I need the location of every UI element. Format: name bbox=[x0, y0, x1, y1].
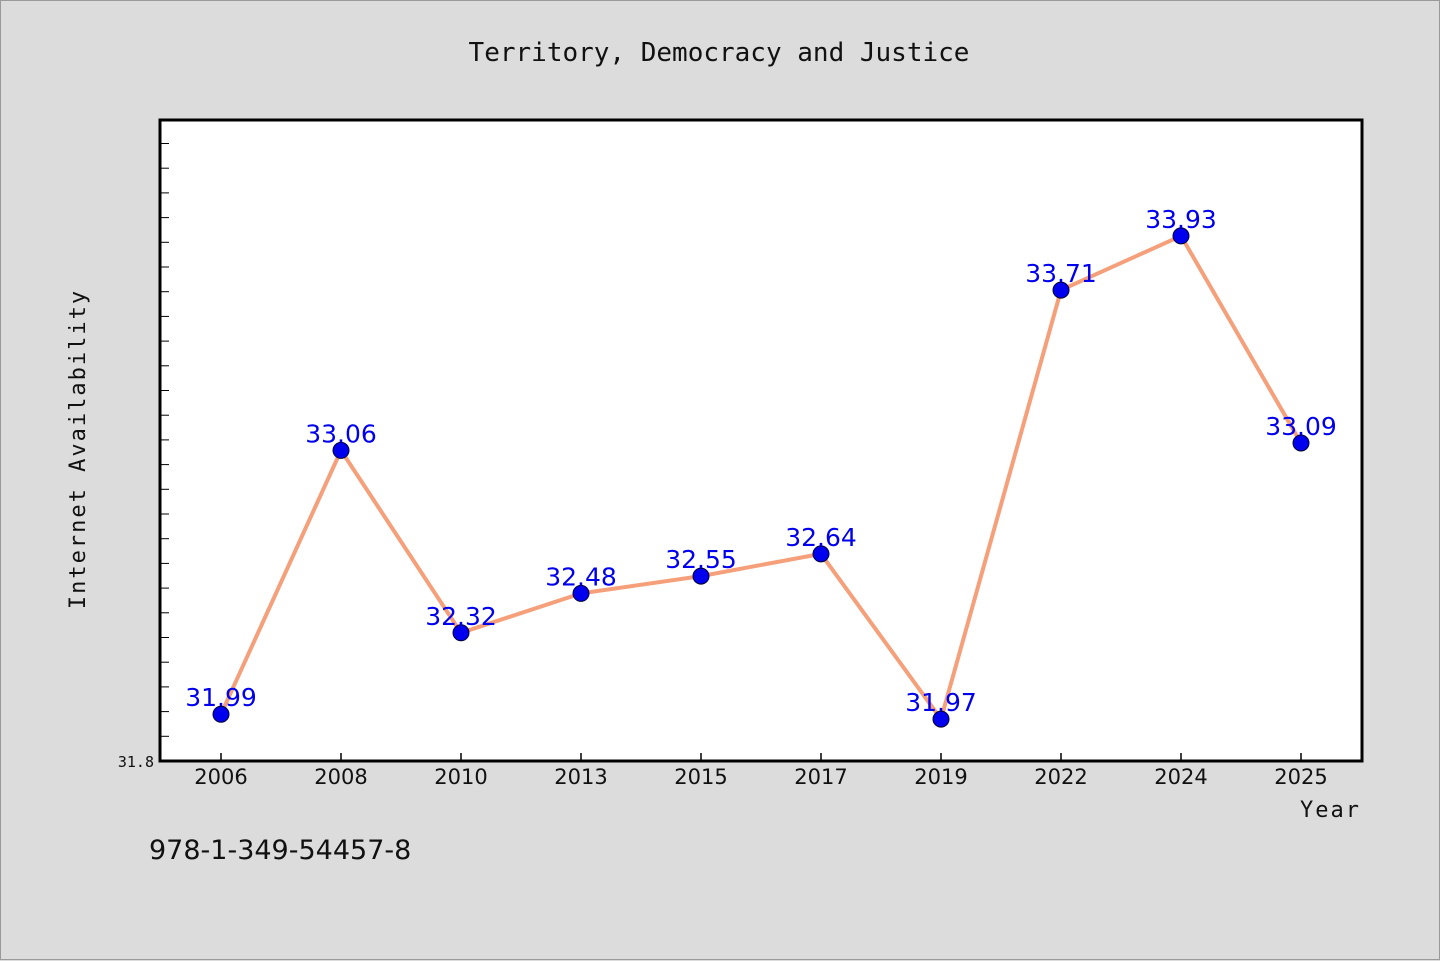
data-point bbox=[932, 710, 950, 728]
data-label: 33.71 bbox=[1025, 259, 1097, 288]
data-label: 32.55 bbox=[665, 545, 737, 574]
data-point bbox=[692, 567, 710, 585]
data-point bbox=[452, 624, 470, 642]
isbn-footer: 978-1-349-54457-8 bbox=[149, 835, 412, 866]
x-tick-label: 2019 bbox=[914, 765, 967, 789]
data-label: 33.09 bbox=[1265, 412, 1337, 441]
x-tick-label: 2013 bbox=[554, 765, 607, 789]
y-axis-title: Internet Availability bbox=[66, 289, 91, 609]
data-point bbox=[1172, 227, 1190, 245]
data-label: 32.48 bbox=[545, 562, 617, 591]
data-label: 33.06 bbox=[305, 419, 377, 448]
data-point bbox=[1052, 281, 1070, 299]
plot-area bbox=[158, 118, 1364, 763]
x-tick-label: 2024 bbox=[1154, 765, 1207, 789]
data-point bbox=[212, 705, 230, 723]
x-tick-label: 2006 bbox=[194, 765, 247, 789]
data-point bbox=[332, 441, 350, 459]
series-layer: 31.99 33.06 32.32 32.48 32.55 32.64 31.97 33.71… bbox=[185, 205, 1337, 728]
x-tick-label: 2022 bbox=[1034, 765, 1087, 789]
data-point bbox=[572, 584, 590, 602]
series-line bbox=[219, 233, 1303, 722]
data-point bbox=[1292, 434, 1310, 452]
x-tick-label: 2017 bbox=[794, 765, 847, 789]
y-tick-label: 31.8 bbox=[118, 753, 154, 771]
data-label: 32.64 bbox=[785, 523, 857, 552]
x-axis-tick-labels: 2006 2008 2010 2013 2015 2017 2019 2022 2024 2025 bbox=[194, 753, 1328, 789]
y-axis-ticks bbox=[161, 143, 169, 737]
x-axis-title: Year bbox=[1300, 798, 1361, 823]
x-tick-label: 2015 bbox=[674, 765, 727, 789]
x-tick-label: 2010 bbox=[434, 765, 487, 789]
data-point bbox=[812, 545, 830, 563]
x-tick-label: 2025 bbox=[1274, 765, 1327, 789]
data-label: 31.97 bbox=[905, 688, 977, 717]
x-tick-label: 2008 bbox=[314, 765, 367, 789]
data-label: 33.93 bbox=[1145, 205, 1217, 234]
chart-title: Territory, Democracy and Justice bbox=[469, 38, 970, 68]
data-label: 32.32 bbox=[425, 602, 497, 631]
data-label: 31.99 bbox=[185, 683, 257, 712]
